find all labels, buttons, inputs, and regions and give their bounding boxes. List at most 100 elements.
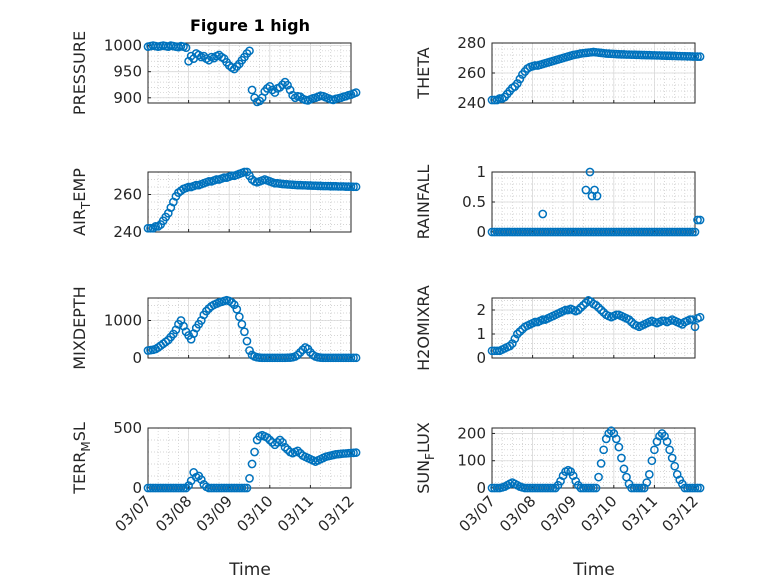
data-point [181, 43, 191, 53]
y-axis-label: AIRTEMP [70, 168, 93, 236]
data-point [586, 483, 596, 493]
axes-box [491, 297, 696, 359]
data-point [184, 182, 193, 192]
data-point [293, 446, 303, 456]
data-point [576, 303, 586, 312]
data-point [242, 49, 252, 58]
data-point [219, 173, 229, 182]
data-point [295, 348, 305, 357]
data-point [247, 459, 257, 469]
y-axis-label: MIXDEPTH [70, 286, 89, 369]
data-point [624, 315, 634, 324]
axes-box [147, 427, 352, 489]
data-point [592, 191, 602, 201]
data-point [650, 445, 659, 455]
y-tick-label: 0 [132, 479, 142, 497]
data-point [237, 483, 247, 493]
data-point [270, 440, 280, 450]
y-axis-label: H2OMIXRA [414, 285, 433, 371]
data-point [538, 315, 548, 324]
data-point [278, 438, 287, 447]
data-point [143, 223, 153, 233]
data-point [596, 305, 606, 315]
data-point [690, 483, 700, 493]
data-point [283, 80, 292, 90]
data-point [662, 437, 672, 446]
data-point [614, 442, 624, 452]
data-point [181, 483, 191, 493]
y-axis-label: PRESSURE [70, 31, 89, 115]
data-point [227, 298, 237, 307]
y-tick-label: 0 [476, 223, 486, 241]
data-point [351, 182, 361, 192]
y-tick-label: 1 [476, 163, 486, 181]
subplot-h2omixra: 0 1 2 H2OMIXRA [414, 285, 705, 371]
data-point [349, 182, 358, 192]
y-tick-label: 0 [476, 479, 486, 497]
data-point [151, 222, 160, 231]
y-axis-label: THETA [414, 47, 433, 99]
y-tick-label: 0 [132, 349, 142, 367]
data-point [591, 483, 601, 493]
data-point [688, 227, 697, 237]
x-axis-label-right: Time [572, 560, 615, 580]
data-point [538, 209, 548, 219]
y-tick-label: 280 [457, 34, 486, 52]
data-point [685, 227, 695, 237]
data-point [505, 341, 515, 351]
x-axis-label-left: Time [228, 560, 271, 580]
data-point [262, 433, 272, 442]
data-point [693, 215, 702, 225]
y-axis-label: RAINFALL [414, 165, 433, 240]
data-point [278, 80, 287, 90]
y-tick-label: 950 [113, 63, 142, 81]
data-point [573, 305, 583, 315]
data-point [667, 453, 677, 463]
data-point [581, 185, 591, 195]
y-tick-label: 0 [476, 349, 486, 367]
data-point [194, 50, 204, 60]
data-point [267, 438, 277, 447]
data-point [513, 329, 522, 339]
data-point [693, 483, 702, 493]
data-point [507, 339, 517, 348]
data-point [267, 85, 277, 95]
data-point [634, 483, 644, 493]
data-point [688, 315, 697, 324]
y-tick-label: 240 [113, 223, 142, 241]
data-point [242, 483, 252, 493]
data-point [235, 312, 244, 322]
y-tick-label: 900 [113, 89, 142, 107]
data-point [546, 483, 555, 493]
subplot-theta: 240 260 280 THETA [414, 34, 705, 112]
figure-title: Figure 1 high [190, 16, 310, 35]
data-point [530, 317, 540, 327]
data-point [591, 300, 601, 310]
data-point [212, 175, 221, 184]
subplot-pressure: 900 950 1000 PRESSURE [70, 31, 361, 115]
axes-box [491, 427, 696, 489]
data-point [510, 334, 520, 344]
data-point [594, 472, 603, 482]
y-tick-label: 240 [457, 94, 486, 112]
data-point [176, 483, 186, 493]
data-point [202, 306, 211, 316]
data-point [229, 300, 239, 310]
subplot-mixdepth: 0 1000 MIXDEPTH [70, 286, 361, 370]
data-point [245, 346, 254, 355]
data-point [513, 79, 522, 88]
y-tick-label: 260 [457, 64, 486, 82]
y-tick-label: 500 [113, 419, 142, 437]
data-point [693, 52, 702, 62]
data-point [298, 345, 308, 355]
data-point [617, 453, 626, 463]
y-tick-label: 2 [476, 301, 486, 319]
data-point [273, 438, 282, 447]
data-point [204, 177, 214, 186]
y-axis-label: TERRMSL [70, 422, 93, 495]
data-point [245, 46, 254, 56]
data-point [665, 445, 674, 455]
data-point [351, 353, 361, 363]
data-point [265, 435, 275, 445]
axes-box [147, 42, 352, 104]
